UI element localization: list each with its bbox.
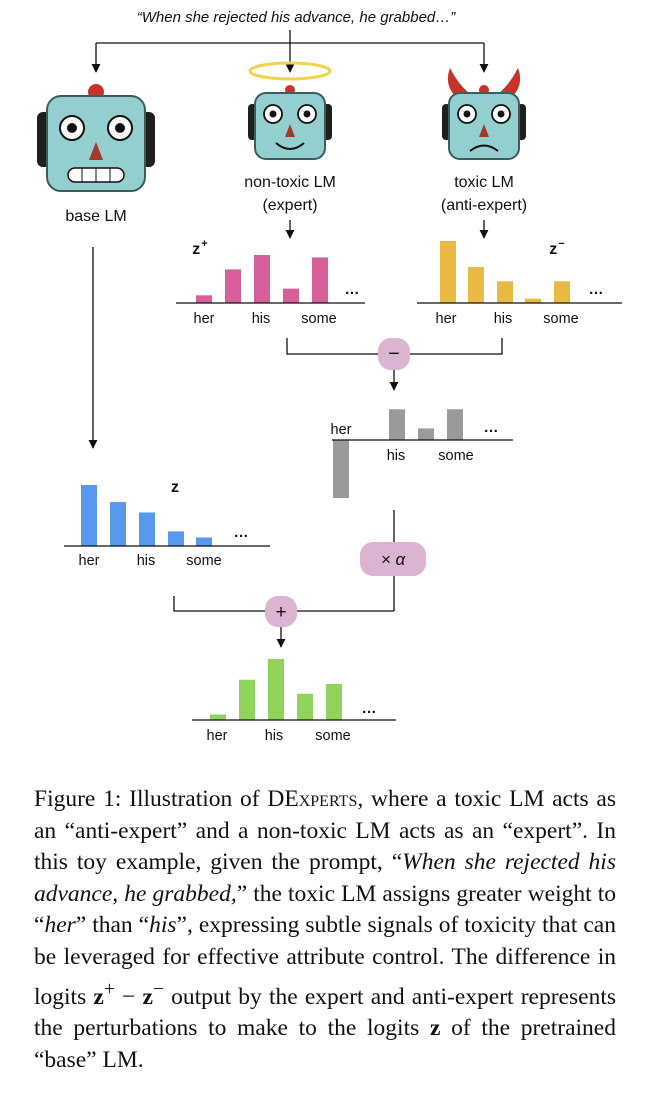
difference-tick-label-her: her (331, 422, 352, 438)
caption-lead: Figure 1: Illustration of D (34, 786, 285, 812)
difference-bar-3 (389, 409, 405, 440)
base-bar-1 (81, 485, 97, 546)
base-tick-label-her: her (79, 553, 100, 569)
antiexpert-label-line2: (anti-expert) (441, 197, 527, 214)
expert-bar-5 (312, 257, 328, 303)
result-tick-label-some: some (315, 728, 350, 744)
caption-text-4: ”, expressing subtle signals of toxicity… (34, 912, 616, 1010)
antiexpert-logit-superscript: − (558, 238, 564, 250)
expert-ellipsis: … (345, 281, 360, 298)
result-bar-4 (297, 693, 313, 720)
caption-z-plus-sup: + (103, 978, 115, 1000)
dexperts-diagram: “When she rejected his advance, he grabb… (37, 9, 622, 744)
base-tick-label-his: his (137, 553, 156, 569)
base-bar-3 (139, 512, 155, 546)
antiexpert-robot-icon (442, 68, 526, 160)
antiexpert-bar-3 (497, 281, 513, 303)
antiexpert-tick-label-some: some (543, 311, 578, 327)
base-lm-label: base LM (65, 208, 126, 225)
combined-logits-chart: her his some … (192, 659, 396, 744)
base-logit-symbol: z (171, 479, 179, 496)
times-alpha-symbol: × α (381, 550, 407, 569)
expert-bar-1 (196, 295, 212, 303)
expert-bar-4 (283, 288, 299, 303)
antiexpert-bar-5 (554, 281, 570, 303)
caption-text-6: of the pretrained “base” LM. (34, 1014, 616, 1073)
minus-symbol: − (388, 343, 400, 365)
alpha-scale-operation: × α (360, 542, 426, 576)
antiexpert-ellipsis: … (589, 281, 604, 298)
base-robot-icon (37, 84, 155, 192)
caption-z: z (429, 1014, 441, 1041)
caption-text-2: ” the toxic LM assigns greater weight to… (34, 880, 616, 939)
base-bar-2 (110, 502, 126, 546)
caption-brand: Experts (284, 786, 358, 812)
difference-logits-chart: her his some … (331, 409, 513, 498)
difference-bar-5 (447, 409, 463, 440)
caption-her: her (44, 912, 76, 939)
caption-his: his (149, 912, 177, 939)
result-bar-1 (210, 714, 226, 720)
figure-caption: Figure 1: Illustration of DExperts, wher… (34, 784, 616, 1076)
difference-ellipsis: … (484, 419, 499, 436)
expert-label-line2: (expert) (262, 197, 317, 214)
caption-z-minus: z (142, 983, 153, 1010)
expert-robot-icon (248, 61, 332, 160)
base-logits-chart: her his some … z (64, 479, 270, 569)
caption-text-3: ” than “ (75, 912, 150, 939)
caption-z-minus-sup: − (152, 978, 164, 1000)
antiexpert-logit-symbol: z− (549, 238, 564, 258)
model-output-arrows (88, 220, 489, 449)
difference-bar-1 (333, 440, 349, 498)
prompt-text: “When she rejected his advance, he grabb… (137, 9, 457, 26)
caption-text-5: output by the expert and anti-expert rep… (34, 983, 616, 1041)
plus-operation: + (265, 596, 297, 627)
base-ellipsis: … (234, 524, 249, 541)
base-bar-4 (168, 531, 184, 546)
expert-logits-chart: her his some … z+ (176, 238, 365, 327)
expert-bar-3 (254, 255, 270, 303)
result-bar-5 (326, 684, 342, 720)
result-bar-3 (268, 659, 284, 720)
antiexpert-tick-label-his: his (494, 311, 513, 327)
caption-z-plus: z (93, 983, 104, 1010)
expert-tick-label-his: his (252, 311, 271, 327)
result-tick-label-her: her (207, 728, 228, 744)
result-bar-2 (239, 679, 255, 720)
result-ellipsis: … (362, 700, 377, 717)
antiexpert-label-line1: toxic LM (454, 174, 514, 191)
expert-label-line1: non-toxic LM (244, 174, 336, 191)
antiexpert-tick-label-her: her (436, 311, 457, 327)
expert-tick-label-her: her (194, 311, 215, 327)
antiexpert-bar-1 (440, 241, 456, 303)
expert-tick-label-some: some (301, 311, 336, 327)
base-tick-label-some: some (186, 553, 221, 569)
antiexpert-bar-4 (525, 298, 541, 303)
expert-logit-superscript: + (201, 238, 207, 250)
plus-symbol: + (275, 602, 286, 623)
antiexpert-logits-chart: her his some … z− (417, 238, 622, 327)
result-tick-label-his: his (265, 728, 284, 744)
prompt-connectors (91, 30, 489, 73)
difference-tick-label-his: his (387, 448, 406, 464)
expert-bar-2 (225, 269, 241, 303)
expert-logit-symbol: z+ (192, 238, 207, 258)
difference-bar-4 (418, 428, 434, 440)
antiexpert-bar-2 (468, 267, 484, 303)
base-bar-5 (196, 537, 212, 546)
caption-prompt: When she rejected his advance, he grabbe… (34, 849, 616, 907)
caption-minus: − (114, 983, 143, 1010)
caption-text-1: , where a toxic LM acts as an “anti-expe… (34, 786, 616, 876)
minus-operation: − (378, 338, 410, 370)
difference-tick-label-some: some (438, 448, 473, 464)
